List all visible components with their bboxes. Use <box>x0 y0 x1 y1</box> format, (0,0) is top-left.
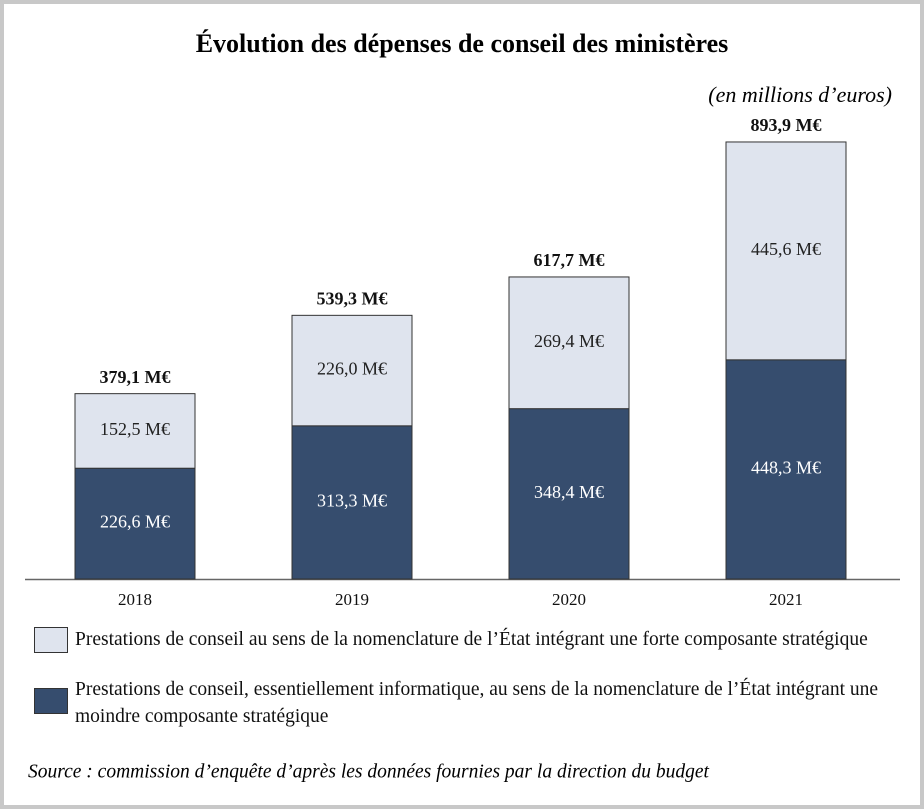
legend-swatch <box>34 627 68 653</box>
chart-title: Évolution des dépenses de conseil des mi… <box>196 29 729 58</box>
bar-segment <box>291 314 413 427</box>
value-label: 269,4 M€ <box>534 331 604 351</box>
bar-segment <box>291 425 413 580</box>
legend-label: Prestations de conseil au sens de la nom… <box>75 629 868 650</box>
total-label: 617,7 M€ <box>534 250 605 270</box>
x-tick-label: 2018 <box>118 590 152 609</box>
x-tick-label: 2020 <box>552 590 586 609</box>
bar-segment <box>508 408 630 580</box>
total-label: 893,9 M€ <box>751 115 822 135</box>
bar-segment <box>725 141 847 361</box>
value-label: 152,5 M€ <box>100 419 170 439</box>
value-label: 313,3 M€ <box>317 491 387 511</box>
value-label: 226,6 M€ <box>100 512 170 532</box>
bar-segment <box>725 359 847 580</box>
value-label: 448,3 M€ <box>751 458 821 478</box>
value-label: 445,6 M€ <box>751 239 821 259</box>
source: Source : commission d’enquête d’après le… <box>28 761 710 782</box>
x-tick-label: 2019 <box>335 590 369 609</box>
bar-segment <box>508 276 630 410</box>
subtitle: (en millions d’euros) <box>708 82 892 107</box>
total-label: 539,3 M€ <box>317 288 388 308</box>
value-label: 348,4 M€ <box>534 482 604 502</box>
legend-swatch <box>34 688 68 714</box>
value-label: 226,0 M€ <box>317 359 387 379</box>
total-label: 379,1 M€ <box>100 367 171 387</box>
legend-label: Prestations de conseil, essentiellement … <box>75 679 879 727</box>
bar-segment <box>74 393 196 469</box>
x-tick-label: 2021 <box>769 590 803 609</box>
